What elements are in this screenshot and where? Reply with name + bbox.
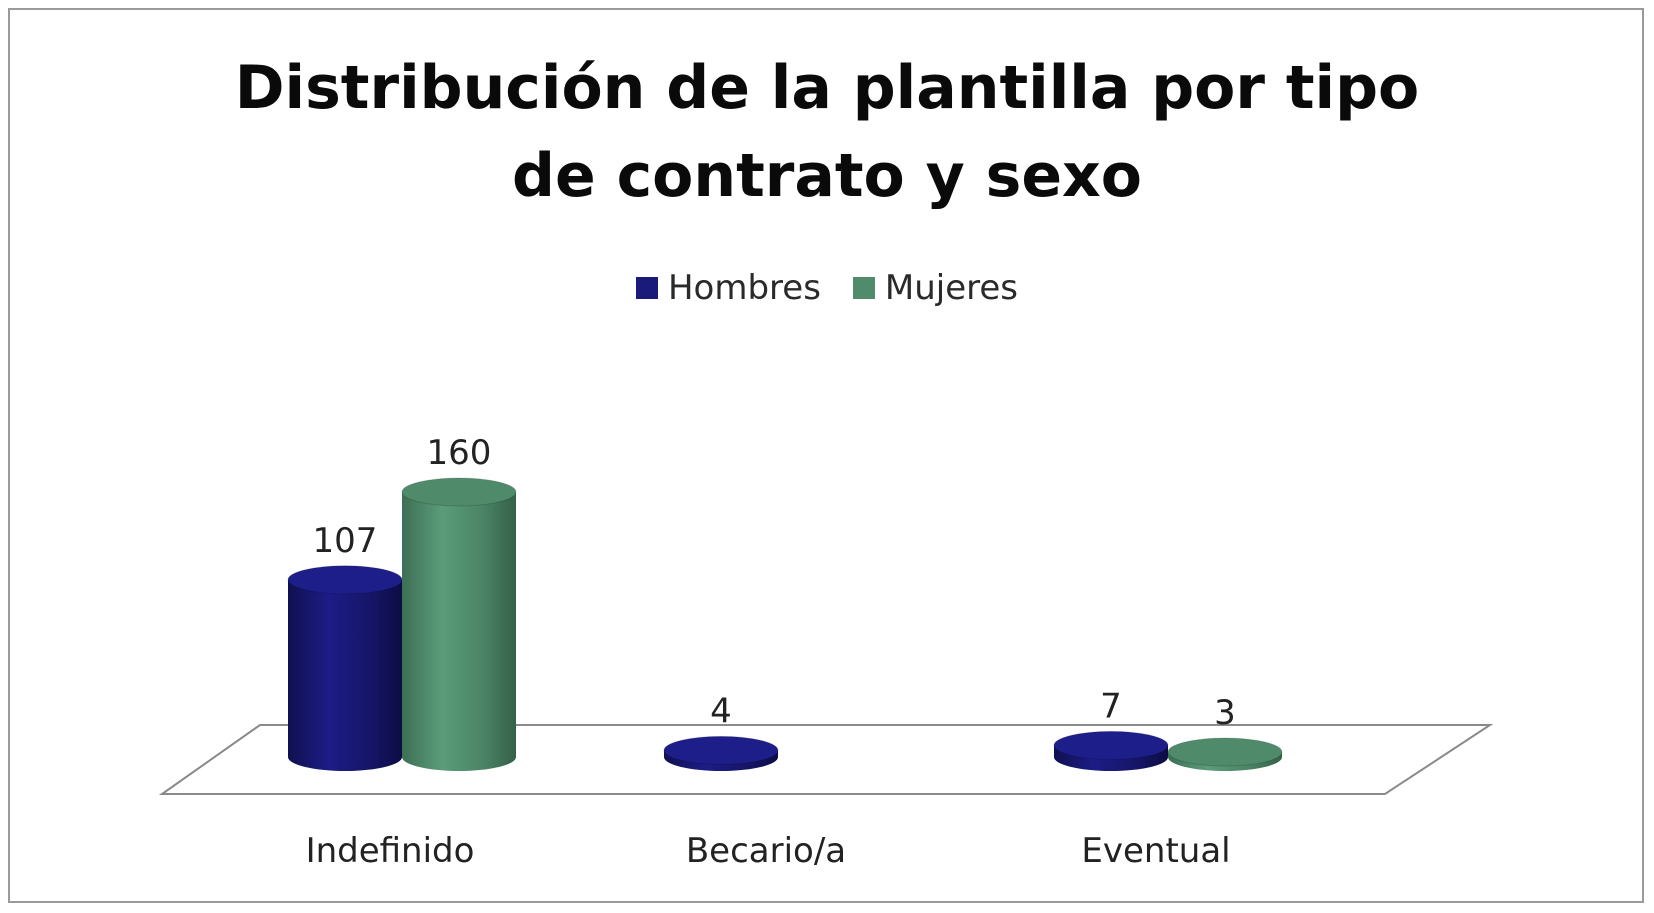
legend-item-hombres: Hombres [635, 268, 821, 308]
category-labels: Indefinido Becario/a Eventual [306, 831, 1231, 871]
category-label: Eventual [1081, 831, 1230, 871]
bar-top [1053, 730, 1169, 760]
category-label: Becario/a [686, 831, 846, 871]
data-label: 4 [710, 691, 732, 731]
bars-group: 107 160 4 7 3 [287, 433, 1283, 771]
data-label: 160 [427, 433, 492, 473]
bar-top [1167, 737, 1283, 767]
bar-hombres [663, 735, 779, 771]
bar-body [402, 492, 516, 771]
chart-title-line-1: Distribución de la plantilla por tipo [234, 53, 1420, 123]
legend-item-mujeres: Mujeres [852, 268, 1019, 308]
legend-swatch-hombres [635, 277, 658, 299]
bar-mujeres [401, 477, 517, 771]
data-label: 107 [313, 521, 378, 561]
legend-label-hombres: Hombres [667, 268, 821, 308]
chart-title-line-2: de contrato y sexo [512, 141, 1142, 211]
bar-hombres [287, 565, 403, 771]
data-label: 7 [1100, 686, 1122, 726]
bar-top [401, 477, 517, 507]
chart-legend: Hombres Mujeres [0, 268, 1654, 308]
bar-body [288, 579, 402, 771]
legend-swatch-mujeres [852, 277, 875, 299]
bar-top [663, 735, 779, 765]
data-label: 3 [1214, 693, 1236, 733]
bar-mujeres [1167, 737, 1283, 771]
category-label: Indefinido [306, 831, 475, 871]
legend-label-mujeres: Mujeres [884, 268, 1019, 308]
bar-hombres [1053, 730, 1169, 771]
bar-top [287, 565, 403, 595]
chart-title: Distribución de la plantilla por tipo de… [0, 44, 1654, 220]
